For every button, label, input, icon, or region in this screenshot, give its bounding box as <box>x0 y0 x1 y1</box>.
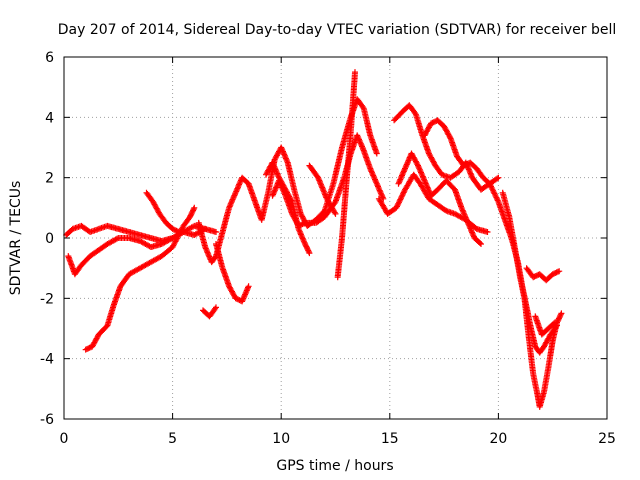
data-point-marker <box>550 320 557 327</box>
axis-ticks <box>63 56 608 420</box>
series-sat-track-r <box>532 313 558 338</box>
series-sat-track-p <box>499 189 565 410</box>
series-sat-track-g <box>213 241 252 305</box>
x-tick-label: 25 <box>598 431 616 447</box>
data-point-marker <box>494 175 501 182</box>
x-axis-label: GPS time / hours <box>276 458 393 474</box>
data-point-marker <box>359 104 366 110</box>
data-point-marker <box>245 283 252 290</box>
x-axis-tick-labels: 0 5 10 15 20 25 <box>60 431 616 447</box>
y-tick-label: -6 <box>40 412 54 428</box>
data-point-marker <box>332 210 339 217</box>
y-tick-label: -4 <box>40 352 54 368</box>
y-tick-label: 0 <box>45 231 54 247</box>
y-tick-label: 2 <box>45 171 54 187</box>
series-sat-track-j <box>334 69 358 281</box>
data-point-marker <box>558 310 565 317</box>
data-point-marker <box>213 304 219 311</box>
series-sat-track-d <box>143 189 183 235</box>
x-tick-label: 20 <box>489 431 507 447</box>
data-point-marker <box>306 250 313 257</box>
chart-title: Day 207 of 2014, Sidereal Day-to-day VTE… <box>58 22 617 38</box>
series-sat-track-n <box>395 150 484 247</box>
y-tick-label: 6 <box>45 50 54 66</box>
data-point-marker <box>484 229 491 235</box>
data-point-marker <box>213 229 219 235</box>
data-point-marker <box>176 229 183 235</box>
data-point-marker <box>557 311 564 318</box>
data-point-marker <box>352 69 358 76</box>
x-tick-label: 10 <box>272 431 290 447</box>
y-tick-label: -2 <box>40 291 54 307</box>
series-sat-track-i <box>269 132 387 229</box>
y-tick-label: 4 <box>45 110 54 126</box>
y-axis-tick-labels: -6 -4 -2 0 2 4 6 <box>40 50 54 428</box>
data-point-marker <box>556 268 563 275</box>
series-sat-track-f <box>200 304 219 320</box>
data-point-marker <box>476 240 483 246</box>
grid-lines <box>64 57 607 419</box>
data-points <box>63 69 565 410</box>
x-tick-label: 5 <box>168 431 177 447</box>
x-tick-label: 0 <box>60 431 69 447</box>
data-point-marker <box>414 161 421 168</box>
series-sat-track-q <box>523 265 563 284</box>
data-point-marker <box>446 134 453 141</box>
y-axis-label: SDTVAR / TECUs <box>8 181 24 296</box>
x-tick-label: 15 <box>381 431 399 447</box>
series-sat-track-k <box>306 162 339 217</box>
series-sat-track-o <box>421 117 560 356</box>
data-point-marker <box>373 150 380 157</box>
data-point-marker <box>191 204 198 211</box>
data-point-marker <box>478 241 484 247</box>
data-point-marker <box>212 305 219 312</box>
data-point-marker <box>551 319 558 326</box>
data-point-marker <box>495 174 502 181</box>
